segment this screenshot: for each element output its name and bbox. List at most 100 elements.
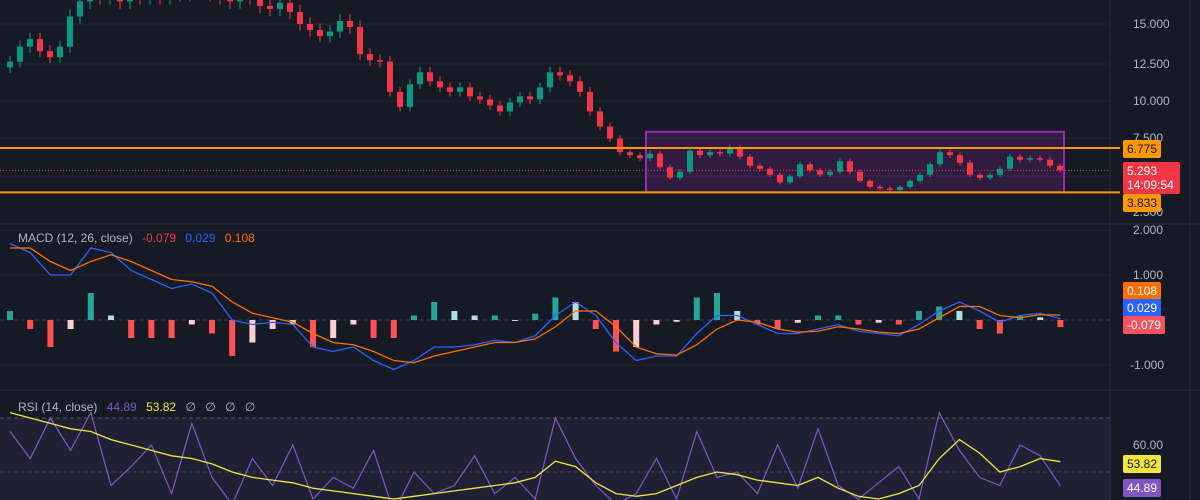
macd-histogram-bar bbox=[411, 315, 417, 320]
candle-body bbox=[127, 0, 133, 2]
candle-body bbox=[47, 51, 53, 58]
macd-histogram-bar bbox=[936, 306, 943, 320]
candle-body bbox=[257, 0, 263, 6]
macd-histogram-bar bbox=[673, 320, 680, 322]
candle-body bbox=[657, 153, 663, 168]
candle-body bbox=[367, 54, 373, 61]
candle-body bbox=[77, 1, 83, 17]
macd-histogram-bar bbox=[592, 320, 599, 329]
rsi-extra: ∅ bbox=[225, 400, 236, 414]
candle-body bbox=[557, 72, 563, 76]
macd-tick: -1.000 bbox=[1130, 358, 1165, 372]
macd-histogram-bar bbox=[269, 320, 276, 329]
candle-body bbox=[1037, 158, 1043, 160]
candle-body bbox=[857, 171, 863, 181]
candle-body bbox=[997, 168, 1003, 175]
candle-body bbox=[647, 153, 653, 159]
rsi-legend[interactable]: RSI (14, close) 44.89 53.82 ∅ ∅ ∅ ∅ bbox=[18, 400, 261, 414]
candle-body bbox=[927, 164, 933, 175]
macd-histogram-bar bbox=[108, 315, 114, 320]
macd-histogram-bar bbox=[370, 320, 377, 338]
macd-histogram-bar bbox=[471, 315, 478, 320]
macd-histogram-bar bbox=[835, 315, 842, 320]
rsi-ma-tag: 53.82 bbox=[1123, 455, 1162, 473]
upper-level-tag: 6.775 bbox=[1123, 140, 1162, 158]
macd-histogram-bar bbox=[67, 320, 74, 329]
candle-body bbox=[17, 46, 23, 62]
candle-body bbox=[287, 2, 293, 12]
rsi-value: 44.89 bbox=[106, 400, 137, 414]
candle-body bbox=[537, 87, 543, 100]
macd-legend[interactable]: MACD (12, 26, close) -0.079 0.029 0.108 bbox=[18, 231, 261, 245]
macd-hist-tag: -0.079 bbox=[1123, 316, 1166, 334]
candle-body bbox=[7, 61, 13, 68]
candle-body bbox=[567, 75, 573, 82]
candle-body bbox=[907, 180, 913, 187]
candle-body bbox=[897, 186, 903, 190]
candle-body bbox=[67, 16, 73, 47]
candle-body bbox=[27, 39, 33, 47]
macd-histogram-bar bbox=[491, 315, 498, 320]
candle-body bbox=[827, 171, 833, 175]
candle-body bbox=[787, 176, 793, 183]
last-price-tag: 5.293 14:09:54 bbox=[1123, 162, 1180, 194]
macd-histogram-bar bbox=[996, 320, 1003, 334]
macd-histogram-bar bbox=[390, 320, 397, 338]
rsi-tag: 44.89 bbox=[1123, 479, 1162, 497]
candle-body bbox=[747, 156, 753, 166]
macd-histogram-bar bbox=[916, 311, 922, 320]
candle-body bbox=[37, 39, 43, 52]
macd-signal-tag: 0.108 bbox=[1123, 282, 1162, 300]
candle-body bbox=[337, 20, 343, 32]
price-tick: 12.500 bbox=[1133, 57, 1170, 71]
rsi-extra: ∅ bbox=[185, 400, 196, 414]
candle-body bbox=[227, 0, 233, 2]
macd-histogram-bar bbox=[794, 320, 801, 323]
macd-histogram-bar bbox=[350, 320, 357, 325]
rsi-extra: ∅ bbox=[205, 400, 216, 414]
candle-body bbox=[637, 155, 643, 159]
candle-body bbox=[357, 27, 363, 55]
candle-body bbox=[477, 96, 483, 100]
candle-body bbox=[977, 174, 983, 178]
macd-histogram-bar bbox=[209, 320, 215, 334]
macd-histogram-bar bbox=[552, 297, 559, 320]
candle-body bbox=[947, 152, 953, 156]
candle-body bbox=[457, 87, 463, 92]
macd-histogram-bar bbox=[451, 311, 458, 320]
candle-body bbox=[937, 152, 943, 165]
candle-body bbox=[687, 150, 693, 172]
rsi-ma-line bbox=[9, 411, 1061, 500]
macd-line bbox=[9, 242, 1061, 371]
rsi-ma-value: 53.82 bbox=[146, 400, 177, 414]
candle-body bbox=[957, 155, 963, 163]
macd-histogram-bar bbox=[330, 320, 337, 338]
candle-body bbox=[267, 5, 273, 9]
lower-level-tag: 3.833 bbox=[1123, 194, 1162, 212]
candle-body bbox=[317, 30, 323, 37]
macd-histogram-bar bbox=[168, 320, 175, 338]
candle-body bbox=[757, 165, 763, 169]
candle-body bbox=[737, 147, 743, 157]
macd-histogram-bar bbox=[1057, 320, 1064, 328]
candle-body bbox=[87, 0, 93, 2]
macd-histogram-bar bbox=[774, 320, 781, 329]
candle-body bbox=[847, 161, 853, 172]
candle-body bbox=[517, 96, 523, 103]
candle-body bbox=[407, 84, 413, 107]
price-tick: 10.000 bbox=[1133, 94, 1170, 108]
macd-histogram-bar bbox=[128, 320, 135, 338]
candle-body bbox=[807, 164, 813, 171]
macd-histogram-bar bbox=[653, 320, 660, 325]
macd-histogram-bar bbox=[249, 320, 256, 343]
candle-body bbox=[717, 152, 723, 154]
macd-histogram-bar bbox=[693, 297, 700, 320]
candle-body bbox=[377, 60, 383, 62]
candle-body bbox=[887, 188, 893, 190]
candle-body bbox=[877, 186, 883, 189]
macd-title: MACD (12, 26, close) bbox=[18, 231, 133, 245]
candle-body bbox=[1047, 159, 1053, 166]
candle-body bbox=[327, 31, 333, 37]
macd-histogram-bar bbox=[613, 320, 619, 352]
